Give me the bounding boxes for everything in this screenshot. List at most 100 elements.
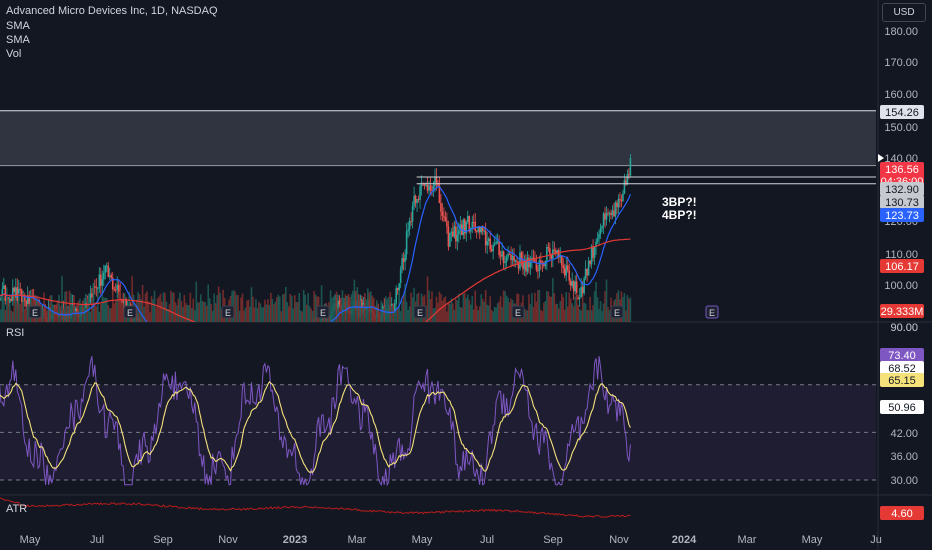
candle-body [602, 213, 605, 226]
earnings-marker [28, 305, 42, 319]
indicator-sma-slow[interactable]: SMA [6, 34, 30, 46]
rsi-tag-ma-bg [880, 373, 924, 387]
price-tag-sma-slow-text: 106.17 [885, 261, 919, 273]
candle-body [563, 268, 566, 276]
volume-bar [182, 307, 184, 322]
candle-body [405, 231, 408, 255]
volume-bar [510, 298, 512, 322]
volume-bar [156, 298, 159, 322]
volume-bar [271, 298, 274, 322]
volume-bar [502, 290, 505, 322]
resistance-zone [0, 110, 876, 166]
candle-body [440, 203, 442, 212]
volume-bar [43, 292, 45, 322]
candle-body [107, 265, 110, 277]
candle-body [496, 241, 499, 243]
candle-body [110, 275, 113, 278]
volume-bar [452, 303, 454, 322]
volume-bar [174, 302, 177, 322]
price-tick-label: 170.00 [884, 57, 918, 69]
currency-selector[interactable]: USD [882, 3, 926, 22]
volume-bar [526, 310, 529, 322]
volume-bar [525, 309, 527, 322]
volume-bar [3, 297, 5, 322]
candle-body [586, 268, 588, 276]
time-tick-label: 2024 [672, 534, 697, 546]
candle-body [619, 198, 621, 201]
candle-body [499, 255, 502, 257]
candle-body [620, 200, 623, 202]
volume-bar [83, 298, 86, 322]
volume-bar [543, 302, 545, 322]
volume-bar [146, 291, 148, 322]
candle-body [590, 246, 593, 265]
candle-body [549, 248, 551, 255]
candle-body [429, 185, 432, 191]
volume-bar [562, 296, 565, 322]
time-tick-label: Sep [543, 534, 563, 546]
volume-bar [556, 303, 559, 322]
volume-bar [216, 295, 218, 322]
volume-bar [214, 303, 217, 322]
volume-bar [313, 291, 315, 322]
volume-bar [101, 295, 104, 322]
candle-body [108, 275, 111, 277]
volume-bar [120, 302, 123, 322]
volume-bar [198, 302, 201, 322]
volume-bar [44, 304, 47, 322]
volume-bar [308, 306, 311, 322]
volume-bar [393, 310, 396, 322]
volume-bar [176, 305, 178, 322]
atr-pane-title: ATR [6, 503, 28, 515]
earnings-marker [413, 305, 427, 319]
volume-bar [426, 276, 429, 322]
candle-body [607, 212, 609, 214]
volume-bar [1, 295, 4, 322]
volume-bar [375, 300, 378, 322]
candle-body [337, 300, 339, 313]
atr-line [0, 497, 631, 518]
volume-bar [629, 297, 632, 322]
volume-bar [52, 304, 54, 322]
indicator-volume[interactable]: Vol [6, 48, 22, 60]
candle-body [575, 281, 578, 299]
volume-bar [241, 293, 244, 322]
volume-bar [211, 310, 214, 322]
volume-bar [574, 296, 576, 322]
volume-bar [280, 311, 283, 322]
volume-bar [88, 293, 90, 322]
volume-bar [374, 305, 377, 322]
rsi-tag-ma: 65.15 [880, 373, 924, 387]
volume-bar [180, 300, 183, 322]
candle-body [565, 265, 568, 276]
volume-bar [438, 291, 441, 322]
volume-bar [501, 306, 503, 322]
volume-bar [85, 307, 87, 322]
volume-bar [264, 299, 266, 322]
indicator-sma-fast[interactable]: SMA [6, 20, 30, 32]
candle-body [441, 211, 444, 216]
candle-body [601, 225, 603, 229]
volume-bar [92, 283, 95, 322]
candle-body [475, 230, 478, 232]
volume-bar [628, 298, 630, 322]
volume-bar [113, 303, 116, 322]
earnings-label: E [515, 308, 521, 318]
volume-bar [122, 308, 124, 322]
volume-bar [141, 284, 144, 322]
candle-body [455, 226, 457, 242]
volume-bar [217, 286, 220, 322]
price-tag-last-bg [880, 162, 924, 176]
volume-bar [116, 299, 119, 322]
earnings-box [316, 305, 330, 319]
volume-bar [535, 301, 538, 322]
candle-body [572, 281, 575, 292]
volume-bar [117, 294, 120, 322]
candle-body [577, 298, 579, 300]
volume-bar [358, 298, 360, 322]
volume-bar [471, 296, 474, 322]
volume-bar [450, 298, 453, 322]
volume-bar [9, 303, 11, 322]
volume-bar [361, 307, 363, 322]
